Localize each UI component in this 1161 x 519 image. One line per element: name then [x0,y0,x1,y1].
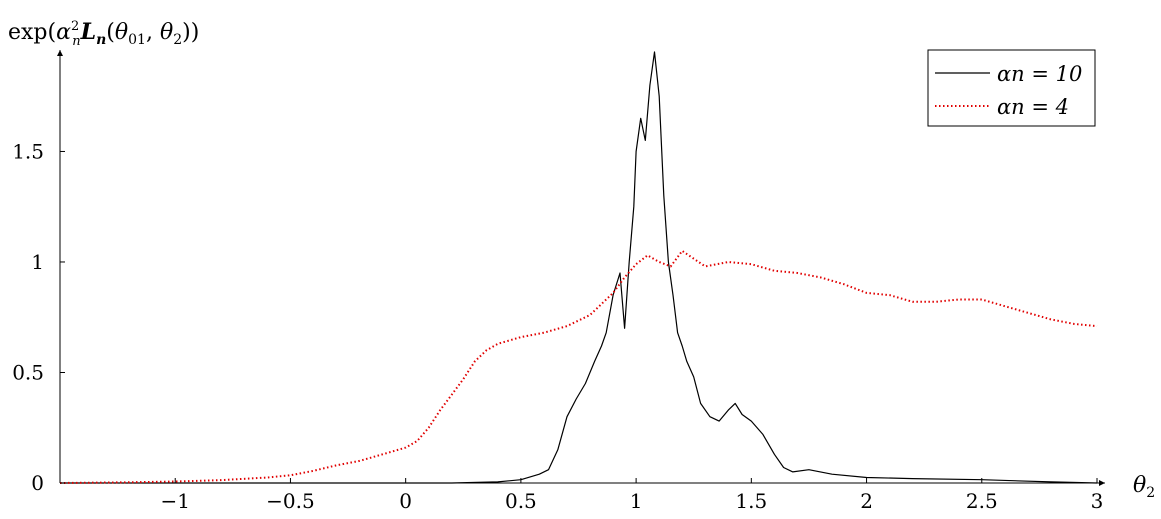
y-axis-title: exp(α2 nLn(θ01, θ2)) [8,19,199,49]
x-axis-title: θ2 [1133,473,1155,501]
x-tick-label: 0 [399,489,412,513]
x-tick-label: 0.5 [505,489,537,513]
legend-box [927,49,1096,127]
x-axis-arrow [1099,480,1105,486]
x-tick-label: 2.5 [966,489,998,513]
ticks-group: −1 −0.5 0 0.5 1 1.5 2 2.5 3 0 0.5 1 1.5 [12,139,1103,513]
x-tick-label: 2 [860,489,873,513]
legend-label-series-1: αn = 10 [997,62,1082,86]
x-tick-label: 1 [630,489,643,513]
y-tick-label: 1.5 [12,139,44,163]
y-axis-arrow [57,50,63,56]
x-tick-label: 3 [1091,489,1104,513]
series-group [59,51,1098,484]
legend-label-series-2: αn = 4 [997,95,1069,119]
y-tick-label: 1 [31,250,44,274]
y-tick-label: 0 [31,471,44,495]
x-tick-label: 1.5 [735,489,767,513]
series-line-1 [60,51,1098,484]
series-line-2 [59,249,1098,484]
legend: αn = 10 αn = 4 [927,49,1096,127]
x-tick-label: −1 [160,489,189,513]
y-tick-label: 0.5 [12,360,44,384]
x-tick-label: −0.5 [266,489,315,513]
